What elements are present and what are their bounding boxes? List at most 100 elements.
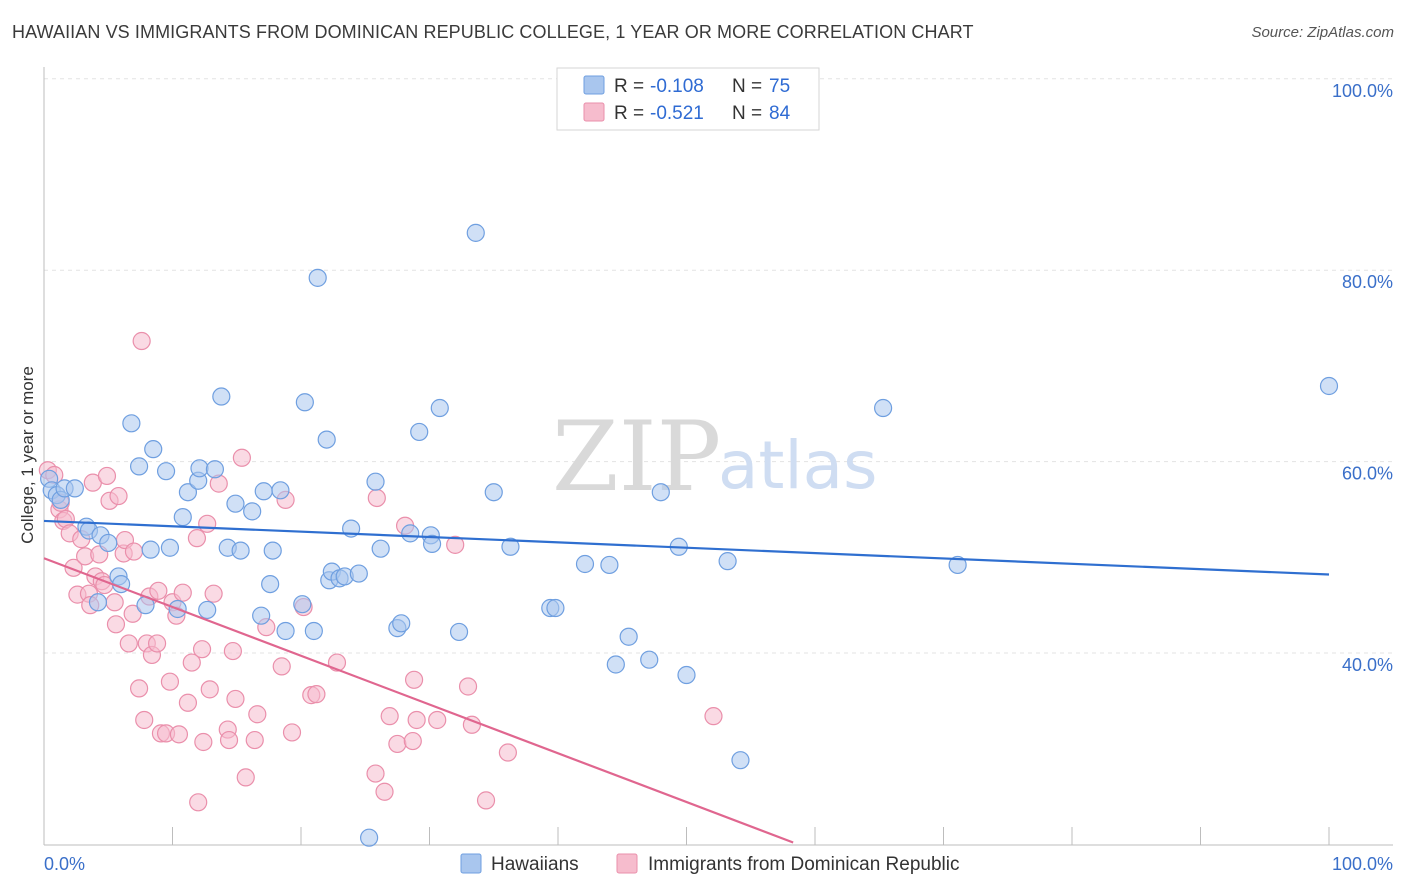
pink-point-79 [446, 535, 465, 554]
bottom-legend-label-1: Hawaiians [491, 854, 579, 875]
pink-point-41 [169, 725, 189, 744]
blue-point-25 [198, 600, 217, 620]
blue-point-70 [651, 483, 670, 502]
pink-point-50 [200, 680, 219, 699]
y-tick-label-60: 60.0% [1342, 464, 1393, 484]
pink-point-70 [367, 488, 386, 508]
pink-point-72 [380, 707, 399, 726]
y-tick-label-80: 80.0% [1342, 272, 1393, 292]
bottom-legend-swatch-blue [460, 853, 482, 874]
pink-point-29 [132, 331, 151, 351]
pink-point-45 [187, 529, 207, 548]
axes [43, 67, 1393, 846]
pink-point-57 [232, 448, 251, 467]
pink-point-84 [704, 707, 723, 726]
legend: R = -0.108 N = 75 R = -0.521 N = 84 [556, 67, 820, 131]
bottom-legend-swatch-pink [616, 853, 638, 874]
pink-point-82 [476, 791, 496, 810]
blue-point-58 [430, 398, 449, 418]
x-tick-label-min: 0.0% [44, 854, 85, 874]
blue-point-32 [252, 606, 271, 625]
watermark-zip: ZIP [552, 401, 721, 513]
watermark: ZIP atlas [552, 401, 878, 513]
blue-point-19 [160, 538, 180, 557]
y-tick-labels: 40.0% 60.0% 80.0% 100.0% [1332, 81, 1393, 675]
blue-point-57 [422, 534, 442, 554]
trend-line-pink [43, 557, 794, 844]
blue-point-50 [366, 472, 385, 491]
pink-point-58 [236, 768, 255, 787]
pink-point-47 [192, 640, 212, 659]
blue-point-13 [122, 414, 141, 433]
blue-point-31 [243, 502, 262, 521]
blue-point-74 [731, 751, 750, 770]
pink-point-69 [366, 764, 385, 783]
chart-title: HAWAIIAN VS IMMIGRANTS FROM DOMINICAN RE… [12, 22, 974, 42]
pink-point-44 [182, 653, 201, 672]
legend-r-label-2: R = [614, 103, 644, 124]
x-tick-labels: 0.0% 100.0% [44, 854, 1393, 874]
blue-point-49 [360, 828, 379, 847]
pink-point-62 [272, 657, 291, 676]
pink-point-26 [123, 604, 142, 623]
blue-point-75 [874, 398, 893, 418]
blue-point-10 [99, 533, 118, 553]
blue-point-33 [254, 482, 273, 501]
legend-n-value-2: 84 [769, 103, 791, 124]
pink-point-64 [282, 723, 302, 742]
pink-point-76 [404, 670, 424, 689]
pink-point-27 [124, 542, 144, 561]
legend-r-value-2: -0.521 [650, 103, 704, 124]
series-blue-points [40, 223, 1339, 847]
legend-swatch-blue [583, 75, 605, 95]
blue-point-61 [484, 483, 503, 502]
blue-point-36 [271, 481, 290, 500]
pink-point-22 [109, 486, 128, 506]
blue-point-34 [261, 574, 280, 594]
pink-point-28 [129, 679, 149, 698]
legend-swatch-pink [583, 102, 605, 122]
blue-point-66 [600, 555, 619, 575]
blue-point-73 [718, 552, 737, 571]
pink-point-59 [245, 730, 264, 750]
legend-r-value-1: -0.108 [650, 76, 704, 97]
blue-point-22 [178, 483, 198, 502]
pink-point-60 [248, 705, 267, 724]
blue-point-76 [948, 555, 967, 575]
blue-point-24 [190, 459, 209, 478]
pink-point-49 [198, 514, 217, 533]
blue-point-17 [144, 440, 163, 459]
y-tick-label-40: 40.0% [1342, 655, 1393, 675]
pink-point-21 [106, 615, 126, 634]
legend-n-label-1: N = [732, 76, 762, 97]
blue-point-29 [226, 494, 245, 513]
y-axis-title: College, 1 year or more [18, 366, 37, 544]
pink-point-77 [407, 710, 426, 730]
watermark-atlas: atlas [718, 427, 878, 504]
pink-point-55 [223, 641, 242, 661]
pink-point-73 [388, 734, 407, 754]
pink-point-67 [307, 685, 326, 704]
pink-point-54 [219, 730, 239, 750]
pink-point-43 [178, 693, 198, 712]
blue-point-65 [575, 554, 595, 574]
blue-point-41 [308, 268, 327, 287]
pink-point-30 [135, 710, 154, 730]
blue-point-77 [1319, 376, 1339, 396]
legend-r-label-1: R = [614, 76, 644, 97]
trend-line-blue [43, 519, 1330, 576]
blue-point-5 [65, 479, 84, 498]
blue-point-55 [410, 422, 429, 442]
blue-point-72 [677, 665, 696, 685]
legend-n-value-1: 75 [769, 76, 790, 97]
blue-point-64 [546, 598, 565, 618]
blue-point-59 [449, 622, 469, 642]
pink-point-71 [375, 782, 394, 801]
blue-point-37 [276, 621, 295, 641]
bottom-legend-label-2: Immigrants from Dominican Republic [648, 854, 960, 875]
pink-point-78 [428, 710, 447, 730]
pink-point-75 [403, 731, 422, 751]
blue-point-39 [295, 393, 314, 412]
legend-n-label-2: N = [732, 103, 762, 124]
pink-point-56 [226, 689, 245, 709]
